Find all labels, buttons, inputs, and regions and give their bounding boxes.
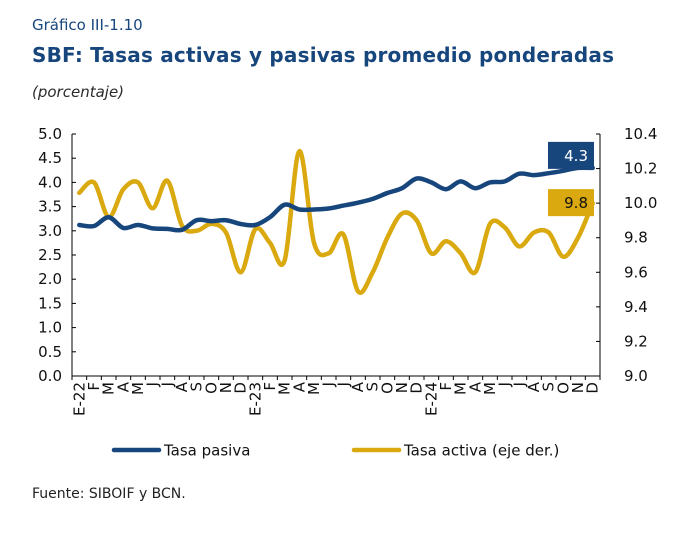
x-tick-label: E-22 xyxy=(70,382,88,416)
x-tick-label: N xyxy=(569,382,587,393)
left-tick-label: 4.5 xyxy=(38,149,62,167)
x-tick-label: J xyxy=(334,382,352,387)
legend-label-tasa-pasiva: Tasa pasiva xyxy=(163,442,250,460)
x-tick-label: A xyxy=(525,381,543,392)
series-layer xyxy=(77,149,595,295)
x-tick-label: A xyxy=(173,381,191,392)
x-tick-label: F xyxy=(437,382,455,391)
x-tick-label: E-24 xyxy=(422,382,440,416)
chart-title: SBF: Tasas activas y pasivas promedio po… xyxy=(32,43,615,67)
end-label-pasiva: 4.3 xyxy=(564,147,588,165)
x-tick-label: S xyxy=(540,382,558,392)
x-tick-label: F xyxy=(261,382,279,391)
x-tick-label: M xyxy=(129,382,147,395)
x-tick-label: O xyxy=(378,382,396,394)
end-label-box-pasiva xyxy=(548,141,594,169)
x-tick-label: A xyxy=(114,381,132,392)
x-tick-label: M xyxy=(452,382,470,395)
x-tick-label: J xyxy=(144,382,162,387)
x-tick-label: M xyxy=(276,382,294,395)
left-tick-label: 3.5 xyxy=(38,198,62,216)
x-tick-label: S xyxy=(188,382,206,392)
chart-subtitle: (porcentaje) xyxy=(32,83,125,101)
x-tick-label: F xyxy=(85,382,103,391)
x-tick-label: A xyxy=(349,381,367,392)
source-note: Fuente: SIBOIF y BCN. xyxy=(32,486,186,502)
left-tick-label: 3.0 xyxy=(38,222,62,240)
x-tick-label: J xyxy=(320,382,338,387)
right-tick-label: 9.6 xyxy=(624,263,648,281)
right-tick-label: 9.8 xyxy=(624,229,648,247)
left-tick-label: 1.5 xyxy=(38,294,62,312)
x-tick-label: D xyxy=(408,382,426,394)
chart-axes: 0.0 0.5 1.0 1.5 2.0 2.5 3.0 3.5 4.0 4.5 5.0 9.0 9.2 9… xyxy=(38,125,657,416)
end-label-box-activa xyxy=(548,189,594,217)
figure-caption: Gráfico III-1.10 xyxy=(32,16,143,34)
x-tick-label: N xyxy=(217,382,235,393)
x-tick-label: J xyxy=(158,382,176,387)
end-labels: 4.3 9.8 xyxy=(548,141,594,217)
x-tick-label: E-23 xyxy=(246,382,264,416)
left-tick-label: 2.0 xyxy=(38,270,62,288)
x-tick-label: M xyxy=(305,382,323,395)
legend: Tasa pasiva Tasa activa (eje der.) xyxy=(111,442,559,460)
series-line-tasa-pasiva xyxy=(77,165,595,233)
x-tick-label: A xyxy=(466,381,484,392)
series-line-tasa-activa xyxy=(77,149,595,295)
right-tick-label: 9.2 xyxy=(624,332,648,350)
x-tick-label: O xyxy=(554,382,572,394)
left-tick-label: 4.0 xyxy=(38,173,62,191)
right-tick-label: 9.4 xyxy=(624,298,648,316)
left-tick-label: 1.0 xyxy=(38,319,62,337)
right-tick-label: 10.2 xyxy=(624,160,657,178)
legend-label-tasa-activa: Tasa activa (eje der.) xyxy=(403,442,559,460)
right-tick-label: 10.0 xyxy=(624,194,657,212)
x-tick-label: M xyxy=(481,382,499,395)
end-label-activa: 9.8 xyxy=(564,194,588,212)
x-tick-label: J xyxy=(496,382,514,387)
x-tick-label: N xyxy=(393,382,411,393)
x-tick-label: A xyxy=(290,381,308,392)
left-tick-label: 0.0 xyxy=(38,367,62,385)
right-tick-label: 9.0 xyxy=(624,367,648,385)
left-tick-label: 2.5 xyxy=(38,246,62,264)
x-tick-label: O xyxy=(202,382,220,394)
right-tick-label: 10.4 xyxy=(624,125,657,143)
x-tick-label: S xyxy=(364,382,382,392)
left-tick-label: 0.5 xyxy=(38,343,62,361)
x-tick-label: M xyxy=(100,382,118,395)
x-tick-label: D xyxy=(584,382,602,394)
left-tick-label: 5.0 xyxy=(38,125,62,143)
x-tick-label: D xyxy=(232,382,250,394)
x-tick-label: J xyxy=(510,382,528,387)
